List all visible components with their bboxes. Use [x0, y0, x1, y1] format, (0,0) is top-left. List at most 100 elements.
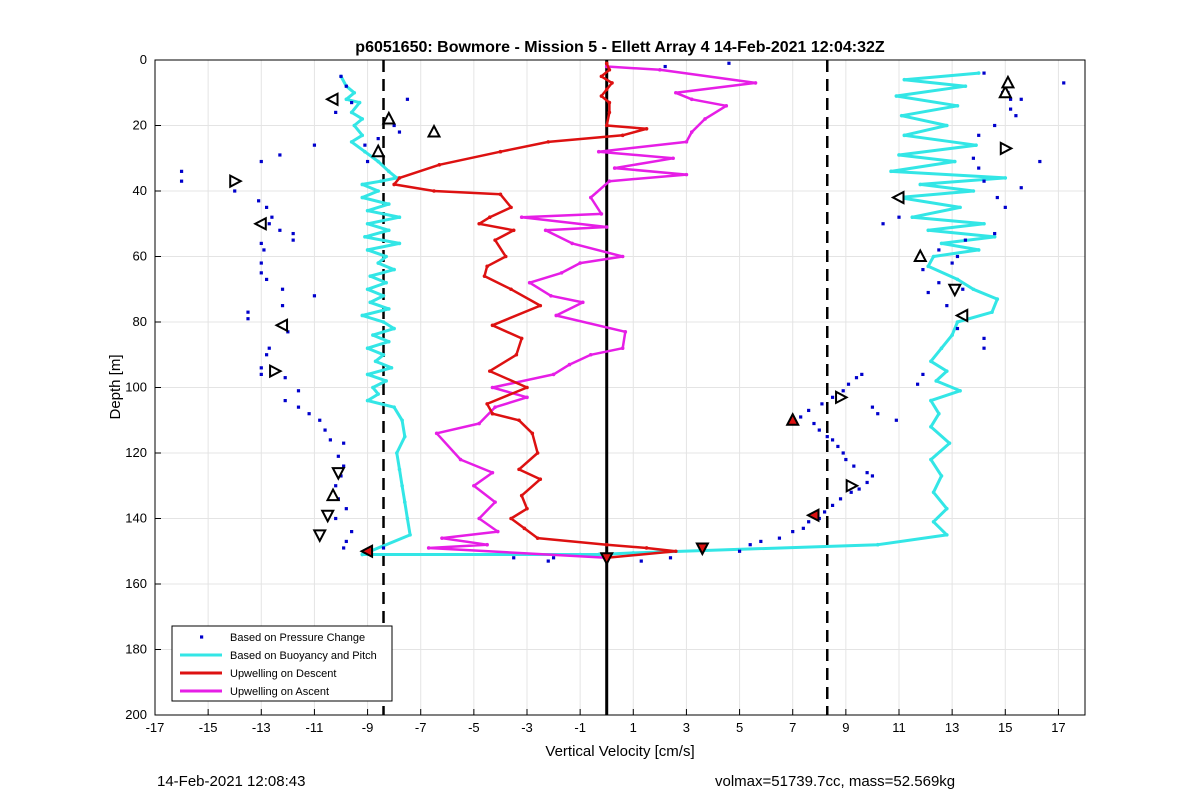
descent-upwelling-line-point	[546, 140, 551, 144]
triangle-marker	[845, 478, 860, 493]
triangle-marker	[324, 92, 339, 107]
pressure-point	[844, 457, 848, 462]
pressure-point	[921, 372, 925, 376]
pressure-point	[950, 261, 954, 265]
descent-upwelling-line-point	[607, 110, 612, 115]
descent-upwelling-line-point	[488, 215, 492, 219]
buoyancy-ascent-line-point	[939, 474, 944, 478]
buoyancy-ascent-line-point	[875, 542, 880, 547]
buoyancy-ascent-line-point	[939, 241, 944, 246]
legend-label: Based on Buoyancy and Pitch	[230, 650, 377, 662]
descent-upwelling-line-point	[490, 323, 495, 328]
ascent-upwelling-line	[427, 65, 757, 560]
ascent-upwelling-line-point	[581, 300, 585, 305]
ascent-upwelling-line-point	[684, 140, 689, 144]
x-tick-label: 17	[1051, 720, 1065, 735]
descent-upwelling-line-point	[503, 254, 508, 259]
ascent-upwelling-line-point	[485, 542, 489, 547]
buoyancy-descent-line-point	[360, 195, 365, 200]
pressure-point	[259, 159, 263, 164]
buoyancy-ascent-line-point	[899, 113, 904, 118]
pressure-point	[257, 199, 261, 203]
y-tick-label: 60	[133, 249, 147, 264]
ascent-upwelling-line-point	[570, 241, 574, 246]
x-tick-label: -11	[306, 720, 324, 735]
buoyancy-ascent-line-point	[926, 264, 931, 269]
buoyancy-descent-line-point	[379, 179, 383, 183]
pressure-point	[727, 61, 731, 65]
pressure-point	[977, 133, 981, 137]
buoyancy-descent-line-point	[402, 500, 407, 504]
descent-upwelling-line-point	[511, 228, 516, 233]
pressure-point	[995, 195, 999, 200]
buoyancy-ascent-line-point	[939, 346, 944, 351]
pressure-point	[807, 520, 811, 524]
pressure-point	[270, 215, 274, 219]
pressure-point	[259, 261, 263, 265]
buoyancy-descent-line-point	[368, 274, 373, 278]
x-tick-label: -15	[199, 720, 218, 735]
descent-upwelling-line-point	[485, 264, 489, 269]
axis-ticks: -17 -15 -13 -11 -9 -7 -5 -3 -1 1 3 5 7 9 11 13 15 1702040…	[125, 52, 1065, 735]
buoyancy-ascent-line-point	[931, 490, 936, 495]
triangle-marker	[371, 143, 386, 158]
buoyancy-ascent-line-point	[955, 320, 960, 324]
buoyancy-descent-line-point	[349, 110, 354, 115]
buoyancy-descent-line-point	[360, 182, 365, 187]
pressure-point	[865, 480, 869, 485]
buoyancy-descent-line-point	[363, 235, 367, 239]
buoyancy-ascent-line-point	[902, 133, 907, 138]
pressure-point	[259, 366, 263, 370]
triangle-marker	[312, 529, 327, 544]
x-axis-label: Vertical Velocity [cm/s]	[545, 743, 694, 760]
ascent-upwelling-line-point	[472, 483, 476, 488]
pressure-point	[1038, 159, 1042, 164]
buoyancy-descent-line-point	[352, 90, 357, 95]
legend-label: Upwelling on Ascent	[230, 686, 329, 698]
buoyancy-ascent-line-point	[992, 235, 997, 239]
pressure-point	[759, 539, 763, 544]
buoyancy-descent-line-point	[357, 100, 362, 105]
y-tick-label: 80	[133, 314, 147, 329]
buoyancy-ascent-line-point	[902, 77, 907, 82]
ascent-upwelling-line-point	[525, 395, 529, 400]
pressure-point	[961, 287, 965, 291]
descent-upwelling-line-point	[514, 352, 519, 357]
buoyancy-ascent-line-point	[929, 457, 933, 462]
pressure-point	[977, 166, 981, 170]
pressure-point	[876, 412, 880, 416]
descent-upwelling-line-point	[498, 192, 503, 197]
buoyancy-descent-line-point	[408, 533, 412, 537]
reference-lines	[382, 60, 829, 715]
pressure-point	[339, 74, 343, 78]
ascent-upwelling-line-point	[620, 346, 625, 351]
pressure-point	[342, 441, 346, 445]
pressure-point	[791, 530, 795, 534]
buoyancy-descent-line-point	[376, 392, 381, 396]
pressure-point	[259, 271, 263, 275]
x-tick-label: 1	[630, 720, 637, 735]
ascent-upwelling-line-point	[554, 313, 559, 318]
legend-swatch-dot	[200, 635, 204, 639]
pressure-point	[955, 254, 960, 259]
ascent-upwelling-line-point	[623, 330, 628, 334]
x-tick-label: -17	[146, 720, 165, 735]
pressure-point	[381, 546, 386, 550]
pressure-point	[830, 503, 835, 507]
x-tick-label: -5	[468, 720, 480, 735]
pressure-point	[363, 143, 367, 147]
buoyancy-descent-line-point	[392, 405, 396, 409]
pressure-point	[1003, 205, 1007, 209]
y-tick-label: 120	[125, 445, 147, 460]
grid	[154, 59, 1085, 716]
buoyancy-descent-line-point	[368, 300, 373, 305]
descent-upwelling-line-point	[644, 126, 649, 131]
ascent-upwelling-line-point	[559, 271, 564, 275]
buoyancy-descent-line-point	[397, 215, 402, 219]
descent-upwelling-line-point	[519, 336, 524, 341]
descent-upwelling-line-point	[610, 81, 614, 85]
triangle-marker	[426, 123, 442, 138]
buoyancy-ascent-line-point	[945, 369, 949, 373]
descent-upwelling-line-point	[517, 418, 521, 423]
buoyancy-ascent-line-point	[976, 248, 981, 252]
